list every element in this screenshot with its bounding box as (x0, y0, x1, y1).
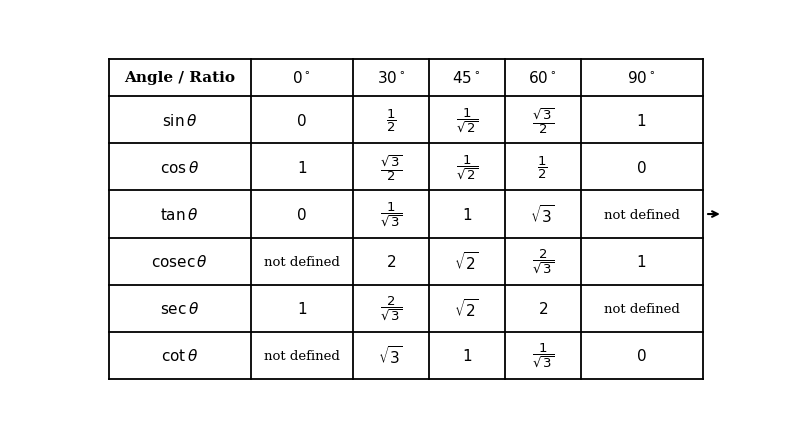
Text: $0$: $0$ (296, 207, 307, 223)
Text: $1$: $1$ (462, 348, 472, 363)
Text: not defined: not defined (264, 255, 339, 268)
Text: $1$: $1$ (462, 207, 472, 223)
Text: $\mathrm{cos}\,\theta$: $\mathrm{cos}\,\theta$ (160, 160, 199, 176)
Text: $90^\circ$: $90^\circ$ (627, 70, 656, 86)
Text: $\mathrm{cot}\,\theta$: $\mathrm{cot}\,\theta$ (161, 348, 198, 363)
Text: $45^\circ$: $45^\circ$ (453, 70, 481, 86)
Text: not defined: not defined (264, 349, 339, 362)
Text: $1$: $1$ (637, 253, 646, 270)
Text: $1$: $1$ (296, 300, 307, 316)
Text: $\sqrt{3}$: $\sqrt{3}$ (531, 204, 555, 226)
Text: $2$: $2$ (538, 300, 548, 316)
Text: $2$: $2$ (386, 253, 396, 270)
Text: $\sqrt{2}$: $\sqrt{2}$ (454, 297, 480, 319)
Text: $\sqrt{2}$: $\sqrt{2}$ (454, 250, 480, 273)
Text: $0^\circ$: $0^\circ$ (292, 70, 311, 86)
Text: $30^\circ$: $30^\circ$ (377, 70, 405, 86)
Text: $\dfrac{1}{\sqrt{3}}$: $\dfrac{1}{\sqrt{3}}$ (531, 341, 554, 370)
Text: $\dfrac{2}{\sqrt{3}}$: $\dfrac{2}{\sqrt{3}}$ (380, 294, 402, 322)
Text: $\dfrac{1}{\sqrt{2}}$: $\dfrac{1}{\sqrt{2}}$ (456, 106, 478, 135)
Text: $\dfrac{\sqrt{3}}{2}$: $\dfrac{\sqrt{3}}{2}$ (531, 106, 554, 135)
Text: $\dfrac{2}{\sqrt{3}}$: $\dfrac{2}{\sqrt{3}}$ (531, 247, 554, 276)
Text: $\dfrac{\sqrt{3}}{2}$: $\dfrac{\sqrt{3}}{2}$ (380, 153, 402, 183)
Text: $\dfrac{1}{2}$: $\dfrac{1}{2}$ (537, 155, 548, 181)
Text: $0$: $0$ (637, 348, 647, 363)
Text: Angle / Ratio: Angle / Ratio (124, 71, 235, 85)
Text: $\mathrm{cosec}\,\theta$: $\mathrm{cosec}\,\theta$ (151, 253, 208, 270)
Text: $\mathrm{sec}\,\theta$: $\mathrm{sec}\,\theta$ (160, 300, 199, 316)
Text: $\dfrac{1}{\sqrt{3}}$: $\dfrac{1}{\sqrt{3}}$ (380, 201, 402, 229)
Text: $1$: $1$ (296, 160, 307, 176)
Text: $0$: $0$ (637, 160, 647, 176)
Text: not defined: not defined (603, 302, 680, 315)
Text: $1$: $1$ (637, 113, 646, 128)
Text: $\dfrac{1}{\sqrt{2}}$: $\dfrac{1}{\sqrt{2}}$ (456, 154, 478, 182)
Text: $\dfrac{1}{2}$: $\dfrac{1}{2}$ (386, 108, 396, 134)
Text: $0$: $0$ (296, 113, 307, 128)
Text: not defined: not defined (603, 208, 680, 221)
Text: $\mathrm{tan}\,\theta$: $\mathrm{tan}\,\theta$ (160, 207, 199, 223)
Text: $\mathrm{sin}\,\theta$: $\mathrm{sin}\,\theta$ (162, 113, 198, 128)
Text: $\sqrt{3}$: $\sqrt{3}$ (378, 345, 403, 366)
Text: $60^\circ$: $60^\circ$ (528, 70, 557, 86)
